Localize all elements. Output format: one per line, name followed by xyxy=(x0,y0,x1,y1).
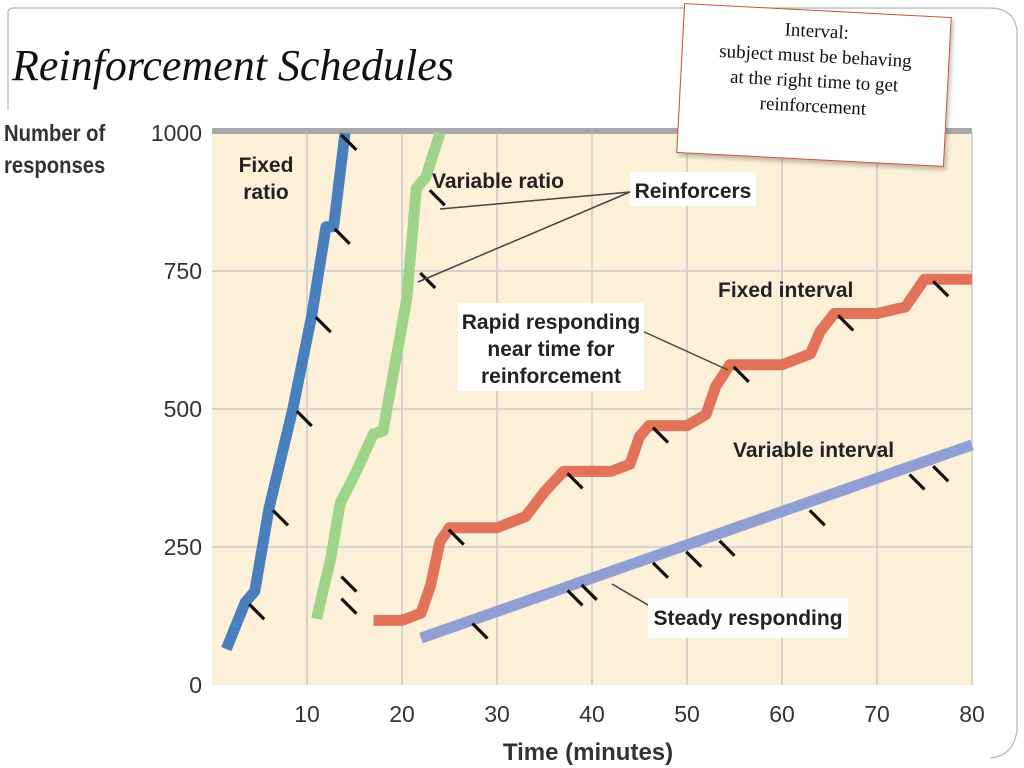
x-axis-title: Time (minutes) xyxy=(503,739,673,766)
variable-interval-reinforcer-mark xyxy=(566,589,584,607)
slide-title: Reinforcement Schedules xyxy=(12,41,454,90)
x-tick-label-10: 10 xyxy=(294,701,320,727)
rapid-label-box xyxy=(458,303,644,391)
variable-ratio-reinforcer-mark xyxy=(428,189,446,207)
fixed-interval-reinforcer-mark xyxy=(651,426,670,444)
y-tick-label-1000: 1000 xyxy=(151,120,202,146)
axis-ticks: 0 250 500 750 1000 10 20 30 40 50 60 70 80 Time (minu… xyxy=(151,120,985,766)
variable-interval-reinforcer-mark xyxy=(932,465,950,483)
fixed-interval-reinforcer-mark xyxy=(447,528,465,546)
fixed-ratio-label-line-2: ratio xyxy=(243,181,289,204)
variable-interval-reinforcer-mark xyxy=(685,550,703,568)
variable-ratio-label: Variable ratio xyxy=(432,170,564,193)
fixed-interval-reinforcer-mark xyxy=(837,314,855,332)
rapid-label-line-3: reinforcement xyxy=(481,365,621,388)
fixed-ratio-reinforcer-mark xyxy=(295,409,313,428)
variable-interval-reinforcer-mark xyxy=(580,583,598,602)
rapid-pointer-line xyxy=(639,329,729,371)
interval-note: Interval: subject must be behaving at th… xyxy=(676,3,952,167)
y-tick-label-500: 500 xyxy=(164,396,202,422)
fixed-interval-line xyxy=(373,273,972,626)
y-tick-label-250: 250 xyxy=(164,534,202,560)
fixed-interval-reinforcer-mark xyxy=(566,472,584,490)
variable-interval-reinforcer-mark xyxy=(471,622,489,640)
series-lines xyxy=(221,131,974,652)
fixed-interval-label: Fixed interval xyxy=(718,279,853,302)
fixed-interval-reinforcer-mark xyxy=(932,280,950,298)
variable-interval-label: Variable interval xyxy=(733,439,894,462)
fixed-ratio-reinforcer-mark xyxy=(314,316,332,334)
variable-interval-reinforcer-mark xyxy=(718,539,736,557)
reinforcers-pointer-line xyxy=(417,191,631,283)
y-axis-title-line-1: Number of xyxy=(4,120,106,146)
x-tick-label-50: 50 xyxy=(674,701,700,727)
fixed-ratio-label-line-1: Fixed xyxy=(239,154,294,177)
annotations: Reinforcers Rapid responding near time for… xyxy=(417,172,848,638)
variable-interval-reinforcer-mark xyxy=(908,473,926,491)
variable-interval-reinforcer-mark xyxy=(651,561,670,579)
fixed-ratio-line xyxy=(221,132,351,652)
steady-label: Steady responding xyxy=(653,607,842,630)
variable-ratio-line xyxy=(311,131,446,621)
fixed-ratio-reinforcer-mark xyxy=(340,133,358,152)
variable-ratio-reinforcer-mark xyxy=(340,575,358,593)
series-labels: Fixed ratio Variable ratio Fixed interval Va… xyxy=(239,154,895,462)
fixed-ratio-reinforcer-mark xyxy=(248,603,266,621)
reinforcer-marks xyxy=(248,133,950,640)
reinforcers-label: Reinforcers xyxy=(635,180,752,203)
rapid-label-line-1: Rapid responding xyxy=(462,311,641,334)
steady-label-box xyxy=(648,598,848,638)
y-axis-title-line-2: responses xyxy=(4,152,106,178)
reinforcers-pointer-line xyxy=(439,191,631,210)
x-tick-label-30: 30 xyxy=(484,701,510,727)
y-tick-label-750: 750 xyxy=(164,258,202,284)
fixed-ratio-reinforcer-mark xyxy=(271,509,290,527)
x-tick-label-60: 60 xyxy=(769,701,795,727)
fixed-ratio-reinforcer-mark xyxy=(333,227,351,245)
variable-ratio-reinforcer-mark xyxy=(340,597,358,615)
fixed-interval-reinforcer-mark xyxy=(732,365,750,383)
reinforcers-label-box xyxy=(630,172,756,206)
rapid-label-line-2: near time for xyxy=(487,338,614,361)
y-tick-label-0: 0 xyxy=(189,672,202,698)
x-tick-label-80: 80 xyxy=(959,701,985,727)
variable-ratio-reinforcer-mark xyxy=(419,271,437,290)
x-tick-label-70: 70 xyxy=(864,701,890,727)
variable-interval-reinforcer-mark xyxy=(808,509,826,527)
x-tick-label-20: 20 xyxy=(389,701,415,727)
top-border-band xyxy=(212,128,972,134)
x-tick-label-40: 40 xyxy=(579,701,605,727)
variable-interval-line xyxy=(419,439,974,644)
